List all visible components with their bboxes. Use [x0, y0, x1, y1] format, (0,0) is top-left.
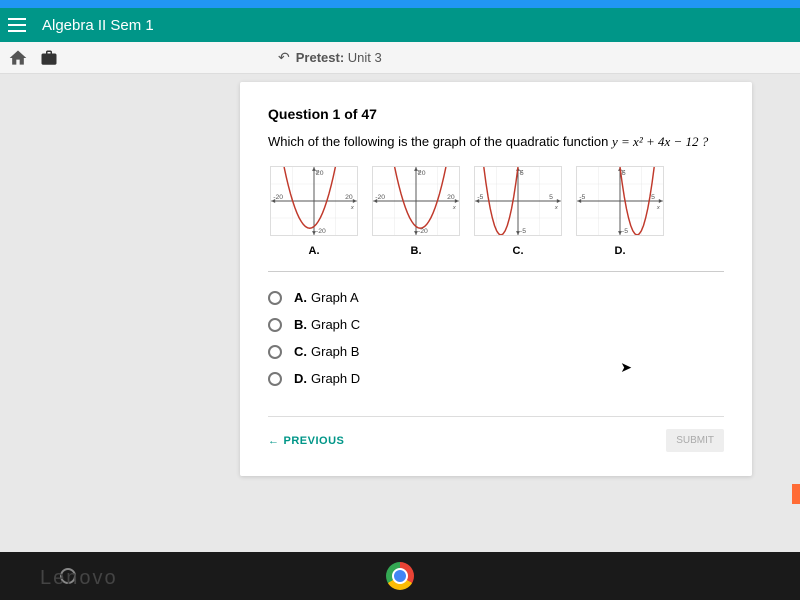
option-text: Graph B — [311, 344, 359, 359]
graph-C: -5 5 5 -5 y x C. — [472, 166, 564, 257]
graph-label: C. — [472, 245, 564, 257]
answer-option[interactable]: A. Graph A — [268, 290, 724, 305]
graph-label: D. — [574, 245, 666, 257]
previous-button[interactable]: ← PREVIOUS — [268, 435, 344, 447]
course-header: Algebra II Sem 1 — [0, 8, 800, 42]
svg-text:-5: -5 — [477, 194, 483, 201]
svg-text:-20: -20 — [273, 194, 283, 201]
answer-option[interactable]: C. Graph B — [268, 344, 724, 359]
question-number: Question 1 of 47 — [268, 106, 724, 122]
sub-header: ↶ Pretest: Unit 3 — [0, 42, 800, 74]
chrome-icon[interactable] — [386, 562, 414, 590]
graph-label: A. — [268, 245, 360, 257]
answer-options: A. Graph A B. Graph C C. Graph B D. Grap… — [268, 290, 724, 386]
svg-text:5: 5 — [651, 194, 655, 201]
svg-text:5: 5 — [549, 194, 553, 201]
svg-text:20: 20 — [345, 194, 353, 201]
taskbar — [0, 552, 800, 600]
radio-icon[interactable] — [268, 372, 282, 386]
card-footer: ← PREVIOUS SUBMIT — [268, 416, 724, 452]
hamburger-menu-icon[interactable] — [8, 13, 32, 37]
svg-text:-20: -20 — [375, 194, 385, 201]
svg-text:x: x — [452, 205, 457, 211]
submit-button[interactable]: SUBMIT — [666, 429, 724, 452]
arrow-left-icon: ← — [268, 435, 280, 447]
option-letter: A. — [294, 290, 307, 305]
radio-icon[interactable] — [268, 291, 282, 305]
browser-tab-strip — [0, 0, 800, 8]
svg-text:x: x — [656, 205, 661, 211]
mouse-cursor-icon: ➤ — [620, 359, 632, 376]
graph-D: -5 5 5 -5 y x D. — [574, 166, 666, 257]
course-title: Algebra II Sem 1 — [42, 17, 154, 34]
option-letter: C. — [294, 344, 307, 359]
equation: y = x² + 4x − 12 ? — [612, 134, 708, 149]
question-card: Question 1 of 47 Which of the following … — [240, 82, 752, 476]
option-text: Graph D — [311, 371, 360, 386]
svg-text:-5: -5 — [579, 194, 585, 201]
answer-option[interactable]: B. Graph C — [268, 317, 724, 332]
question-prompt: Which of the following is the graph of t… — [268, 134, 724, 150]
graphs-row: -20 20 20 -20 y x A. -20 20 20 -20 y x B… — [268, 166, 724, 272]
content-area: Question 1 of 47 Which of the following … — [0, 74, 800, 552]
back-arrow-icon[interactable]: ↶ — [278, 49, 290, 66]
radio-icon[interactable] — [268, 318, 282, 332]
pretest-label: Pretest: Unit 3 — [296, 50, 382, 65]
home-icon[interactable] — [8, 48, 28, 68]
radio-icon[interactable] — [268, 345, 282, 359]
svg-text:x: x — [554, 205, 559, 211]
breadcrumb: ↶ Pretest: Unit 3 — [278, 49, 382, 66]
orange-edge — [792, 484, 800, 504]
graph-label: B. — [370, 245, 462, 257]
briefcase-icon[interactable] — [40, 49, 58, 67]
option-text: Graph A — [311, 290, 359, 305]
svg-text:-5: -5 — [622, 228, 628, 235]
graph-A: -20 20 20 -20 y x A. — [268, 166, 360, 257]
brand-logo: Lenovo — [40, 567, 118, 590]
svg-text:x: x — [350, 205, 355, 211]
option-letter: D. — [294, 371, 307, 386]
svg-text:20: 20 — [447, 194, 455, 201]
graph-B: -20 20 20 -20 y x B. — [370, 166, 462, 257]
option-letter: B. — [294, 317, 307, 332]
svg-text:-5: -5 — [520, 228, 526, 235]
svg-text:-20: -20 — [316, 228, 326, 235]
svg-text:-20: -20 — [418, 228, 428, 235]
answer-option[interactable]: D. Graph D — [268, 371, 724, 386]
option-text: Graph C — [311, 317, 360, 332]
